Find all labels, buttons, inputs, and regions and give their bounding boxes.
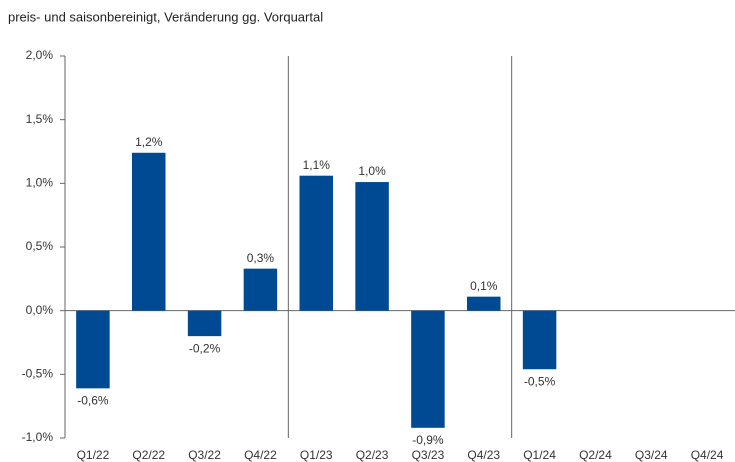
value-label: -0,5% (524, 374, 556, 388)
x-tick-label: Q4/23 (467, 448, 500, 462)
bar (522, 310, 557, 370)
x-tick-label: Q3/22 (188, 448, 221, 462)
x-tick-label: Q4/22 (244, 448, 277, 462)
x-tick-label: Q1/24 (523, 448, 556, 462)
x-tick-label: Q1/23 (300, 448, 333, 462)
value-label: 1,1% (303, 158, 331, 172)
bar (299, 175, 333, 311)
value-label: -0,6% (77, 394, 109, 408)
x-tick-label: Q4/24 (691, 448, 724, 462)
value-label: 1,2% (135, 135, 163, 149)
bar (355, 182, 389, 311)
bar (467, 296, 501, 311)
bar (187, 310, 222, 337)
y-tick-label: 1,5% (26, 112, 54, 126)
bar (243, 268, 278, 311)
bar (132, 152, 166, 311)
chart-title: preis- und saisonbereinigt, Veränderung … (8, 9, 323, 24)
y-tick-label: -0,5% (22, 367, 54, 381)
bar (411, 310, 445, 428)
value-label: -0,2% (189, 341, 221, 355)
value-label: -0,9% (412, 433, 444, 447)
x-tick-label: Q3/23 (412, 448, 445, 462)
y-tick-label: 0,0% (26, 303, 54, 317)
x-tick-label: Q3/24 (635, 448, 668, 462)
value-label: 0,1% (470, 279, 498, 293)
value-label: 0,3% (247, 251, 275, 265)
x-tick-label: Q2/24 (579, 448, 612, 462)
bar (76, 310, 110, 389)
value-label: 1,0% (358, 164, 386, 178)
y-tick-label: 0,5% (26, 239, 54, 253)
x-tick-label: Q1/22 (77, 448, 110, 462)
x-tick-label: Q2/23 (356, 448, 389, 462)
x-tick-label: Q2/22 (132, 448, 165, 462)
y-tick-label: 1,0% (26, 176, 54, 190)
y-tick-label: 2,0% (26, 48, 54, 62)
y-tick-label: -1,0% (22, 430, 54, 444)
